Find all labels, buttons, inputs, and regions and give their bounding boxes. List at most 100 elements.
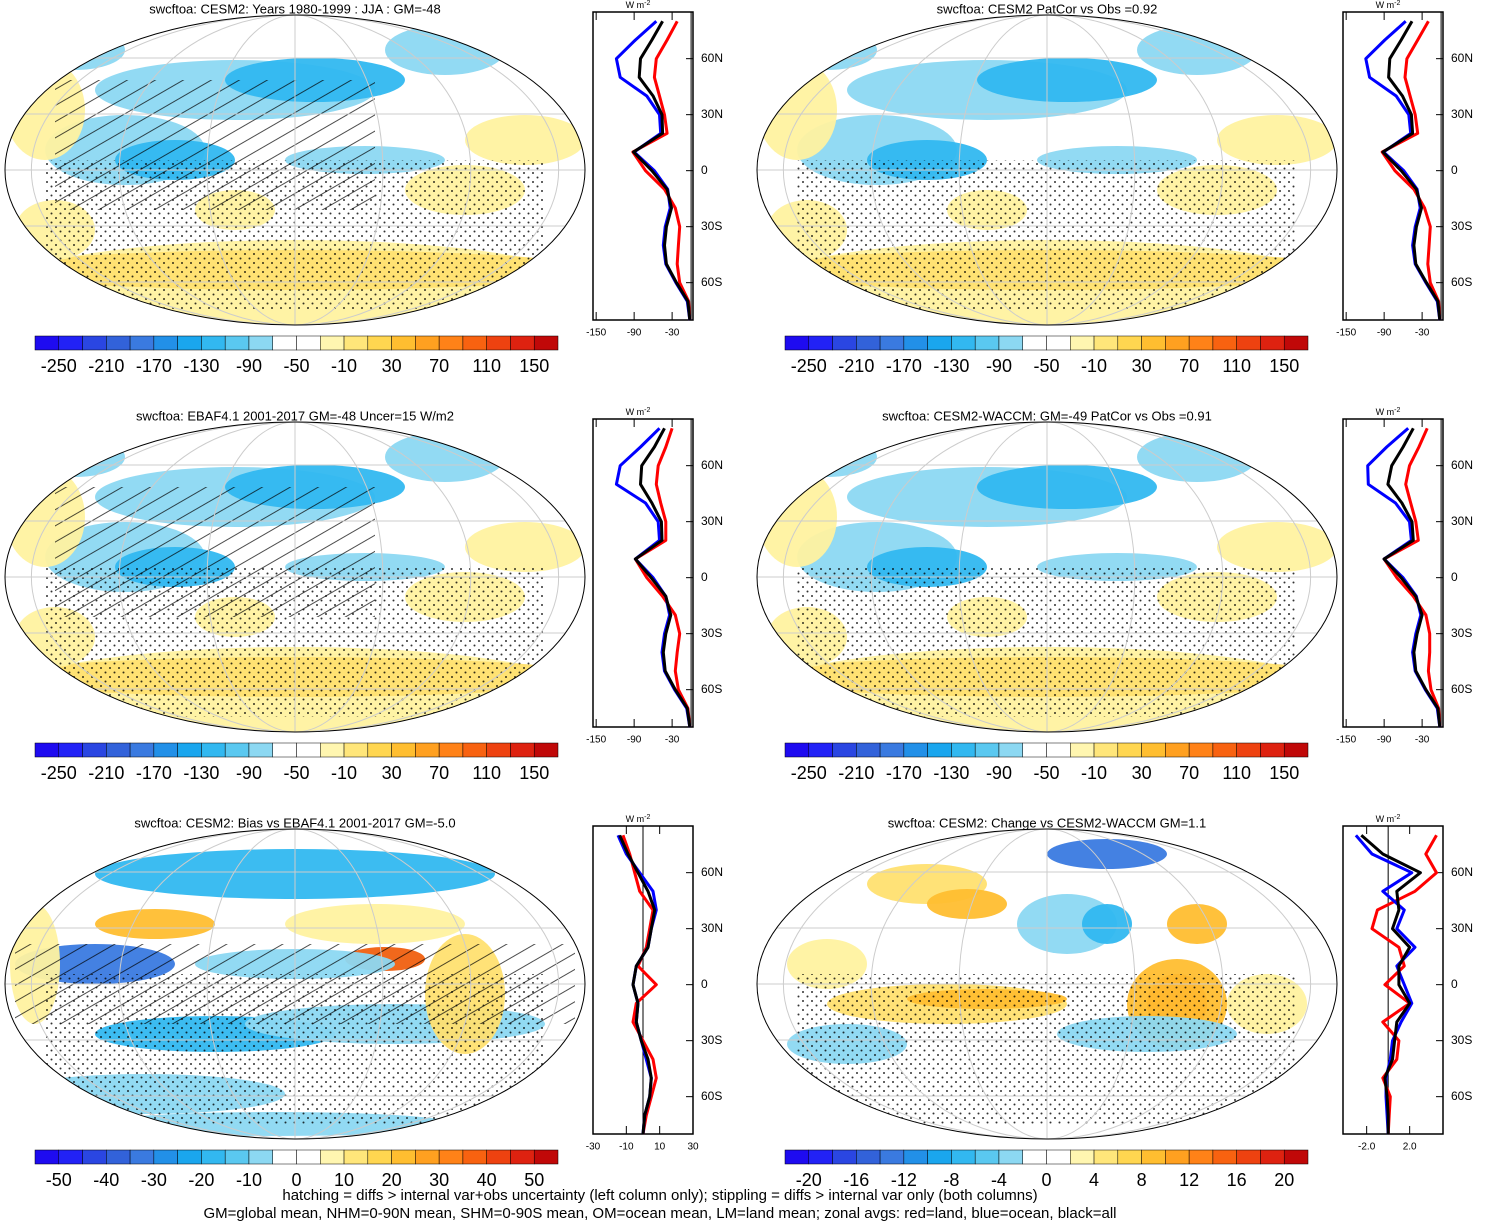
colorbar-label: -10 — [331, 356, 357, 376]
colorbar-label: -12 — [891, 1170, 917, 1190]
colorbar-box — [129, 335, 155, 351]
colorbar-box — [1070, 742, 1095, 758]
colorbar-label: -40 — [93, 1170, 119, 1190]
meridian — [118, 422, 472, 732]
colorbar-label: -170 — [136, 356, 172, 376]
colorbar-box — [998, 335, 1023, 351]
panel-title: swcftoa: CESM2-WACCM: GM=-49 PatCor vs O… — [882, 408, 1212, 423]
x-tick-label: -2.0 — [1358, 1142, 1376, 1153]
colorbar-box — [224, 1149, 250, 1165]
colorbar-box — [34, 335, 60, 351]
zonal-line — [618, 834, 657, 1135]
map-field — [465, 522, 585, 572]
colorbar-box — [974, 1149, 1000, 1165]
colorbar-box — [533, 742, 559, 758]
map-field — [757, 60, 837, 160]
colorbar-box — [177, 1149, 202, 1165]
colorbar-box — [177, 335, 202, 351]
y-tick-label: 30N — [701, 921, 723, 935]
colorbar-box — [974, 335, 1000, 351]
x-tick-label: -30 — [665, 735, 680, 746]
y-tick-label: 30S — [701, 219, 722, 233]
map-field — [465, 115, 585, 165]
colorbar-box — [533, 335, 559, 351]
colorbar-box — [1236, 742, 1261, 758]
colorbar-box — [1283, 1149, 1309, 1165]
colorbar-box — [367, 335, 392, 351]
colorbar-label: -130 — [933, 763, 969, 783]
colorbar-box — [272, 335, 297, 351]
colorbar-box — [58, 742, 83, 758]
zonal-line — [633, 427, 692, 728]
colorbar-label: 10 — [334, 1170, 354, 1190]
colorbar-label: -10 — [1081, 763, 1107, 783]
colorbar-label: -130 — [183, 356, 219, 376]
map-field — [777, 437, 877, 477]
colorbar-box — [106, 335, 131, 351]
colorbar-box — [129, 1149, 155, 1165]
y-tick-label: 60S — [1451, 1089, 1472, 1103]
colorbar-box — [1236, 1149, 1261, 1165]
colorbar-label: -10 — [1081, 356, 1107, 376]
colorbar-box — [784, 742, 810, 758]
footnote: hatching = diffs > internal var+obs unce… — [282, 1187, 1037, 1204]
colorbar-box — [1141, 335, 1166, 351]
colorbar-box — [296, 1149, 321, 1165]
colorbar-box — [462, 742, 487, 758]
colorbar-label: 4 — [1089, 1170, 1099, 1190]
panel-title: swcftoa: CESM2: Years 1980-1999 : JJA : … — [149, 1, 441, 16]
y-tick-label: 30N — [1451, 107, 1473, 121]
map-field — [95, 909, 215, 939]
colorbar-label: -250 — [791, 356, 827, 376]
meridian — [30, 15, 560, 325]
colorbar-box — [272, 742, 297, 758]
colorbar-box — [34, 1149, 60, 1165]
x-tick-label: -90 — [1377, 328, 1392, 339]
map-outline — [4, 421, 586, 733]
colorbar-box — [224, 742, 250, 758]
colorbar-box — [343, 742, 369, 758]
map-field — [285, 904, 465, 944]
colorbar-box — [832, 742, 857, 758]
colorbar-box — [296, 335, 321, 351]
colorbar-label: -16 — [843, 1170, 869, 1190]
footnote: GM=global mean, NHM=0-90N mean, SHM=0-90… — [203, 1205, 1116, 1221]
colorbar-box — [177, 742, 202, 758]
colorbar-box — [533, 1149, 559, 1165]
map-outline — [756, 828, 1338, 1140]
colorbar-box — [832, 1149, 857, 1165]
unit-exponent: -2 — [1394, 0, 1400, 7]
colorbar-box — [1141, 742, 1166, 758]
meridian — [782, 829, 1312, 1139]
colorbar-box — [808, 335, 833, 351]
colorbar-box — [1188, 742, 1214, 758]
colorbar-label: 110 — [1222, 356, 1251, 376]
colorbar-box — [1046, 1149, 1071, 1165]
colorbar-label: -170 — [886, 356, 922, 376]
colorbar-label: 20 — [382, 1170, 402, 1190]
colorbar-label: -20 — [188, 1170, 214, 1190]
map-field — [927, 889, 1007, 919]
y-tick-label: 0 — [701, 977, 708, 991]
x-tick-label: -150 — [586, 735, 606, 746]
meridian — [782, 422, 1312, 732]
colorbar-box — [106, 742, 131, 758]
map — [757, 422, 1337, 732]
colorbar-label: -250 — [41, 356, 77, 376]
colorbar-box — [903, 1149, 928, 1165]
colorbar-box — [415, 742, 440, 758]
unit-base: W m — [1376, 814, 1395, 824]
hatching — [55, 487, 375, 617]
map-field — [757, 467, 837, 567]
colorbar-box — [927, 1149, 952, 1165]
zonal-line — [632, 20, 692, 321]
colorbar-box — [927, 335, 952, 351]
unit-base: W m — [1376, 0, 1395, 10]
x-tick-label: -90 — [627, 328, 642, 339]
panel-title: swcftoa: CESM2 PatCor vs Obs =0.92 — [937, 1, 1158, 16]
zonal-line — [1381, 20, 1442, 321]
colorbar-box — [510, 335, 535, 351]
y-tick-label: 60S — [1451, 682, 1472, 696]
colorbar-box — [998, 742, 1023, 758]
panel-title: swcftoa: CESM2: Bias vs EBAF4.1 2001-201… — [134, 815, 455, 830]
